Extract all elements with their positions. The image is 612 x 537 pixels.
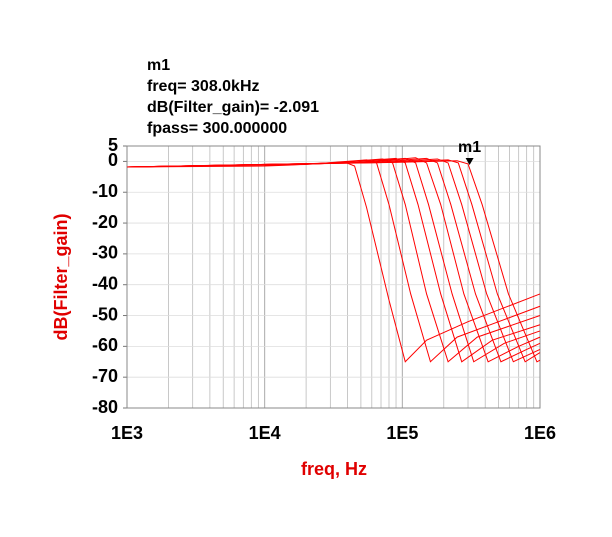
y-tick-label: -70 [92,366,118,386]
series-line [126,157,541,363]
y-tick-label: -10 [92,181,118,201]
y-tick-label: 5 [108,135,118,155]
y-axis-title: dB(Filter_gain) [51,213,71,340]
annotation: m1 [147,57,170,74]
x-tick-label: 1E5 [386,423,418,443]
annotation: fpass= 300.000000 [147,120,287,137]
series-line [126,157,541,363]
y-tick-label: -30 [92,243,118,263]
x-tick-label: 1E3 [111,423,143,443]
plot-frame [126,145,541,409]
annotation: dB(Filter_gain)= -2.091 [147,99,319,116]
y-tick-label: -80 [92,397,118,417]
series-line [126,158,541,363]
y-tick-label: 0 [108,150,118,170]
series-line [126,159,541,363]
series-line [126,159,541,363]
x-tick-label: 1E4 [249,423,281,443]
y-tick-label: -50 [92,304,118,324]
y-tick-label: -60 [92,335,118,355]
x-axis-title: freq, Hz [301,459,367,479]
series-line [126,161,541,363]
marker-label: m1 [458,139,481,156]
x-tick-label: 1E6 [524,423,556,443]
marker-triangle [465,158,474,165]
annotation: freq= 308.0kHz [147,78,260,95]
series-line [126,160,541,363]
series-line [126,158,541,363]
series-line [126,157,541,363]
y-tick-label: -20 [92,212,118,232]
series-line [126,157,541,363]
y-tick-label: -40 [92,273,118,293]
